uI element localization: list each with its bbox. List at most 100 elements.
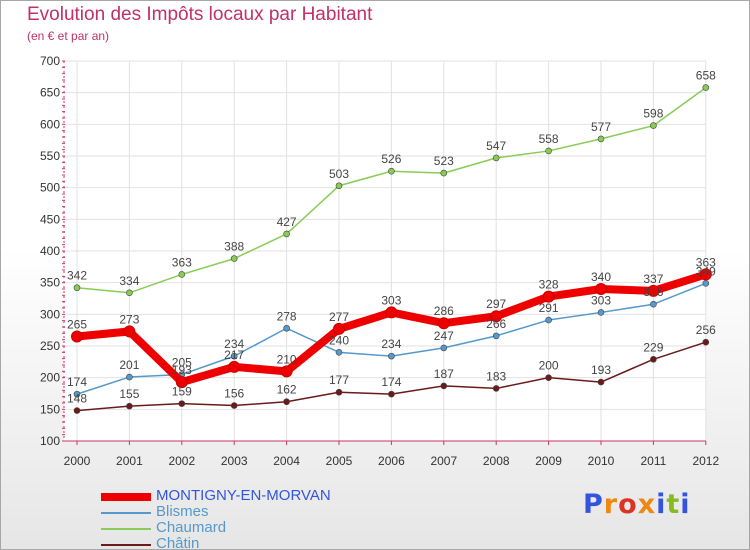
data-label: 174 <box>381 375 401 389</box>
data-label: 177 <box>329 373 349 387</box>
data-label: 193 <box>591 363 611 377</box>
y-tick-label: 250 <box>40 339 60 353</box>
logo-letter: t <box>666 489 681 520</box>
data-point <box>492 385 500 392</box>
data-point <box>230 402 238 409</box>
logo-letter: i <box>680 489 691 520</box>
data-label: 210 <box>277 352 297 366</box>
data-label: 240 <box>329 333 349 347</box>
legend-label: Chaumard <box>156 519 227 536</box>
data-label: 183 <box>486 369 506 383</box>
data-point <box>283 230 290 238</box>
y-tick-label: 650 <box>40 86 60 100</box>
legend-label: Châtin <box>156 535 200 550</box>
data-point <box>545 147 552 155</box>
data-label: 526 <box>381 152 401 166</box>
data-point <box>178 400 186 407</box>
data-point <box>650 122 657 129</box>
data-label: 658 <box>696 69 716 83</box>
y-tick-label: 400 <box>40 244 60 258</box>
data-point <box>440 344 448 352</box>
y-tick-label: 200 <box>40 371 60 385</box>
data-label: 558 <box>539 132 559 146</box>
data-point <box>126 373 133 381</box>
data-point <box>123 325 136 338</box>
legend-swatch <box>101 528 151 530</box>
data-point <box>542 290 555 303</box>
legend-label: MONTIGNY-EN-MORVAN <box>156 487 331 504</box>
data-label: 316 <box>643 285 663 299</box>
data-label: 148 <box>67 392 87 406</box>
data-label: 577 <box>591 120 611 134</box>
data-point <box>333 322 345 335</box>
chart-title: Evolution des Impôts locaux par Habitant <box>27 4 373 25</box>
data-point <box>702 84 710 91</box>
data-point <box>597 378 605 386</box>
data-label: 598 <box>643 107 663 121</box>
data-point <box>335 349 343 356</box>
y-tick-label: 300 <box>40 307 60 321</box>
data-label: 363 <box>172 255 192 269</box>
data-point <box>230 352 238 360</box>
data-point <box>71 330 83 343</box>
x-tick-label: 2003 <box>221 454 248 468</box>
data-label: 297 <box>486 297 506 311</box>
data-label: 349 <box>696 264 716 278</box>
legend-swatch <box>101 493 151 501</box>
proxiti-logo: Proxiti <box>583 489 691 520</box>
data-label: 273 <box>119 312 139 326</box>
data-point <box>73 390 81 398</box>
data-point <box>440 169 448 177</box>
data-point <box>283 324 290 332</box>
data-label: 265 <box>67 318 87 332</box>
data-point <box>490 310 503 323</box>
data-point <box>388 390 395 398</box>
data-point <box>126 402 133 410</box>
data-label: 503 <box>329 167 349 181</box>
x-tick-label: 2009 <box>535 454 562 468</box>
data-label: 523 <box>434 154 454 168</box>
data-point <box>437 317 450 330</box>
x-tick-label: 2007 <box>430 454 457 468</box>
data-point <box>230 255 238 262</box>
data-label: 156 <box>224 387 244 401</box>
data-point <box>280 365 293 378</box>
data-label: 547 <box>486 139 506 153</box>
data-label: 229 <box>643 340 663 354</box>
data-point <box>597 309 605 316</box>
data-point <box>388 167 395 175</box>
data-label: 205 <box>172 356 192 370</box>
data-point <box>702 279 710 287</box>
data-point <box>73 407 81 414</box>
series-ch-tin <box>73 338 710 414</box>
data-point <box>647 284 660 297</box>
data-point <box>388 352 395 360</box>
data-label: 217 <box>224 348 244 362</box>
data-point <box>126 289 133 297</box>
data-point <box>175 376 188 389</box>
data-label: 388 <box>224 240 244 254</box>
data-point <box>283 398 290 406</box>
x-tick-label: 2004 <box>273 454 300 468</box>
data-label: 328 <box>539 278 559 292</box>
data-label: 193 <box>172 363 192 377</box>
x-tick-label: 2008 <box>483 454 510 468</box>
logo-letter: P <box>583 489 604 520</box>
data-point <box>699 268 712 281</box>
data-label: 291 <box>539 301 559 315</box>
series-montigny-en-morvan <box>71 268 712 389</box>
series-chaumard <box>73 84 710 297</box>
x-tick-label: 2000 <box>64 454 91 468</box>
logo-letter: x <box>637 489 657 520</box>
y-tick-label: 500 <box>40 181 60 195</box>
data-label: 174 <box>67 375 87 389</box>
data-point <box>385 306 398 319</box>
data-label: 234 <box>224 337 244 351</box>
data-point <box>650 355 657 363</box>
x-tick-label: 2005 <box>326 454 353 468</box>
data-label: 278 <box>277 309 297 323</box>
data-point <box>492 332 500 340</box>
data-point <box>440 382 448 390</box>
